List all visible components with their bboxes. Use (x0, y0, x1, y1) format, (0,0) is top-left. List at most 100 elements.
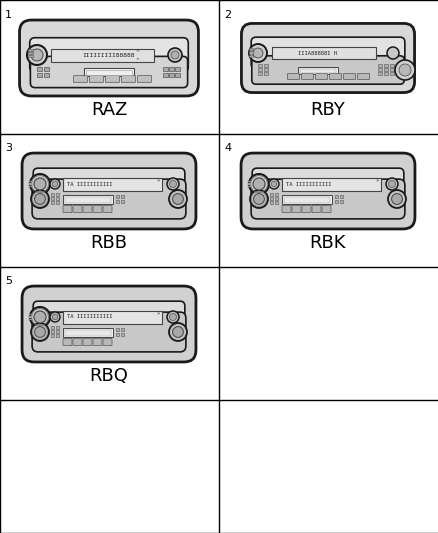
Bar (29, 183, 32, 184)
Bar (56, 201, 60, 204)
Bar (116, 199, 119, 203)
FancyBboxPatch shape (251, 56, 403, 84)
Bar (121, 195, 124, 198)
Text: 1: 1 (5, 10, 12, 20)
Bar (274, 201, 278, 204)
Bar (56, 197, 60, 200)
Circle shape (394, 60, 414, 80)
Bar (383, 71, 388, 75)
Bar (116, 195, 119, 198)
Circle shape (31, 323, 49, 341)
FancyBboxPatch shape (241, 23, 413, 93)
Bar (281, 177, 380, 190)
Bar (263, 68, 268, 70)
Bar (389, 68, 394, 70)
Circle shape (253, 193, 264, 204)
Text: »: » (375, 179, 378, 183)
Bar (51, 193, 54, 196)
Circle shape (388, 181, 395, 188)
Bar (258, 68, 262, 70)
Circle shape (271, 181, 276, 187)
FancyBboxPatch shape (89, 76, 103, 83)
Bar (299, 69, 335, 72)
FancyBboxPatch shape (32, 312, 185, 352)
Circle shape (172, 327, 183, 337)
Bar (334, 195, 338, 198)
Bar (84, 68, 134, 76)
Text: IIIIIIIII88888: IIIIIIIII88888 (82, 52, 134, 58)
Bar (121, 199, 124, 203)
Circle shape (30, 307, 50, 327)
FancyBboxPatch shape (32, 179, 185, 219)
FancyBboxPatch shape (321, 206, 330, 213)
Text: RBK: RBK (309, 234, 346, 252)
FancyBboxPatch shape (73, 76, 87, 83)
Text: RBB: RBB (90, 234, 127, 252)
Bar (263, 71, 268, 75)
Bar (51, 334, 54, 337)
Bar (65, 329, 111, 335)
Text: +-: +- (136, 57, 141, 61)
Bar (339, 199, 343, 203)
Circle shape (34, 178, 46, 190)
Circle shape (166, 178, 179, 190)
FancyBboxPatch shape (63, 338, 72, 345)
Bar (44, 73, 49, 77)
Circle shape (169, 313, 176, 320)
Circle shape (31, 49, 43, 61)
Circle shape (50, 312, 60, 322)
FancyBboxPatch shape (33, 301, 184, 333)
Text: »: » (156, 179, 159, 183)
Bar (56, 193, 60, 196)
FancyBboxPatch shape (22, 286, 195, 362)
FancyBboxPatch shape (315, 74, 327, 79)
FancyBboxPatch shape (240, 153, 414, 229)
Circle shape (52, 314, 58, 320)
FancyBboxPatch shape (301, 74, 313, 79)
Bar (29, 181, 32, 182)
Bar (269, 197, 273, 200)
FancyBboxPatch shape (281, 206, 290, 213)
Bar (283, 197, 329, 203)
Bar (249, 54, 253, 57)
Bar (272, 47, 375, 59)
Bar (377, 68, 381, 70)
Bar (258, 63, 262, 67)
Text: 2: 2 (223, 10, 230, 20)
Bar (63, 177, 162, 190)
Circle shape (27, 45, 47, 65)
FancyBboxPatch shape (311, 206, 320, 213)
Bar (29, 313, 32, 315)
Circle shape (34, 311, 46, 323)
Circle shape (171, 51, 179, 59)
Bar (51, 330, 54, 333)
Bar (29, 185, 32, 187)
Text: 5: 5 (5, 276, 12, 286)
Bar (63, 311, 162, 324)
Bar (247, 183, 251, 184)
Circle shape (252, 48, 262, 58)
Bar (86, 70, 132, 75)
FancyBboxPatch shape (137, 76, 151, 83)
Bar (51, 326, 54, 329)
Circle shape (52, 181, 58, 187)
Bar (56, 326, 60, 329)
Bar (29, 319, 32, 320)
Bar (121, 327, 124, 331)
Bar (56, 334, 60, 337)
Bar (56, 330, 60, 333)
Circle shape (169, 323, 187, 341)
Bar (51, 49, 154, 61)
FancyBboxPatch shape (291, 206, 300, 213)
FancyBboxPatch shape (83, 338, 92, 345)
Bar (258, 71, 262, 75)
Text: RBQ: RBQ (89, 367, 128, 385)
Bar (247, 181, 251, 182)
Bar (269, 201, 273, 204)
FancyBboxPatch shape (287, 74, 299, 79)
Bar (51, 201, 54, 204)
FancyBboxPatch shape (301, 206, 310, 213)
Bar (247, 185, 251, 187)
FancyBboxPatch shape (121, 76, 135, 83)
Bar (29, 316, 32, 318)
